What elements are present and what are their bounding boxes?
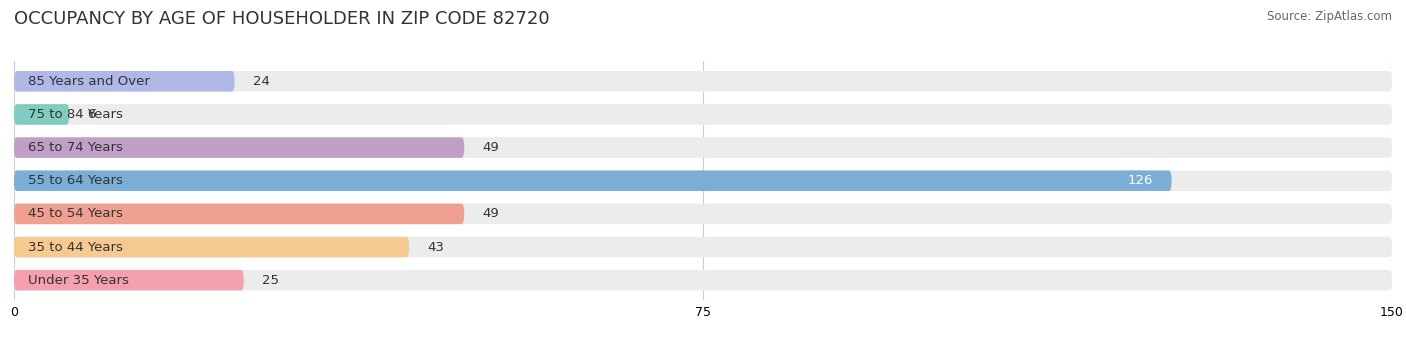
FancyBboxPatch shape (14, 204, 1392, 224)
FancyBboxPatch shape (14, 104, 1392, 125)
Text: 43: 43 (427, 240, 444, 254)
Text: Under 35 Years: Under 35 Years (28, 274, 129, 287)
FancyBboxPatch shape (14, 71, 1392, 91)
Text: OCCUPANCY BY AGE OF HOUSEHOLDER IN ZIP CODE 82720: OCCUPANCY BY AGE OF HOUSEHOLDER IN ZIP C… (14, 10, 550, 28)
Text: 49: 49 (482, 141, 499, 154)
FancyBboxPatch shape (14, 237, 409, 257)
FancyBboxPatch shape (14, 71, 235, 91)
Text: 6: 6 (87, 108, 96, 121)
Text: Source: ZipAtlas.com: Source: ZipAtlas.com (1267, 10, 1392, 23)
Text: 49: 49 (482, 207, 499, 220)
Text: 126: 126 (1128, 174, 1153, 187)
Text: 35 to 44 Years: 35 to 44 Years (28, 240, 122, 254)
Text: 45 to 54 Years: 45 to 54 Years (28, 207, 122, 220)
Text: 75 to 84 Years: 75 to 84 Years (28, 108, 122, 121)
Text: 65 to 74 Years: 65 to 74 Years (28, 141, 122, 154)
FancyBboxPatch shape (14, 170, 1392, 191)
Text: 25: 25 (262, 274, 278, 287)
FancyBboxPatch shape (14, 270, 243, 291)
FancyBboxPatch shape (14, 237, 1392, 257)
FancyBboxPatch shape (14, 270, 1392, 291)
Text: 55 to 64 Years: 55 to 64 Years (28, 174, 122, 187)
FancyBboxPatch shape (14, 204, 464, 224)
FancyBboxPatch shape (14, 170, 1171, 191)
FancyBboxPatch shape (14, 137, 1392, 158)
FancyBboxPatch shape (14, 104, 69, 125)
FancyBboxPatch shape (14, 137, 464, 158)
Text: 85 Years and Over: 85 Years and Over (28, 75, 149, 88)
Text: 24: 24 (253, 75, 270, 88)
